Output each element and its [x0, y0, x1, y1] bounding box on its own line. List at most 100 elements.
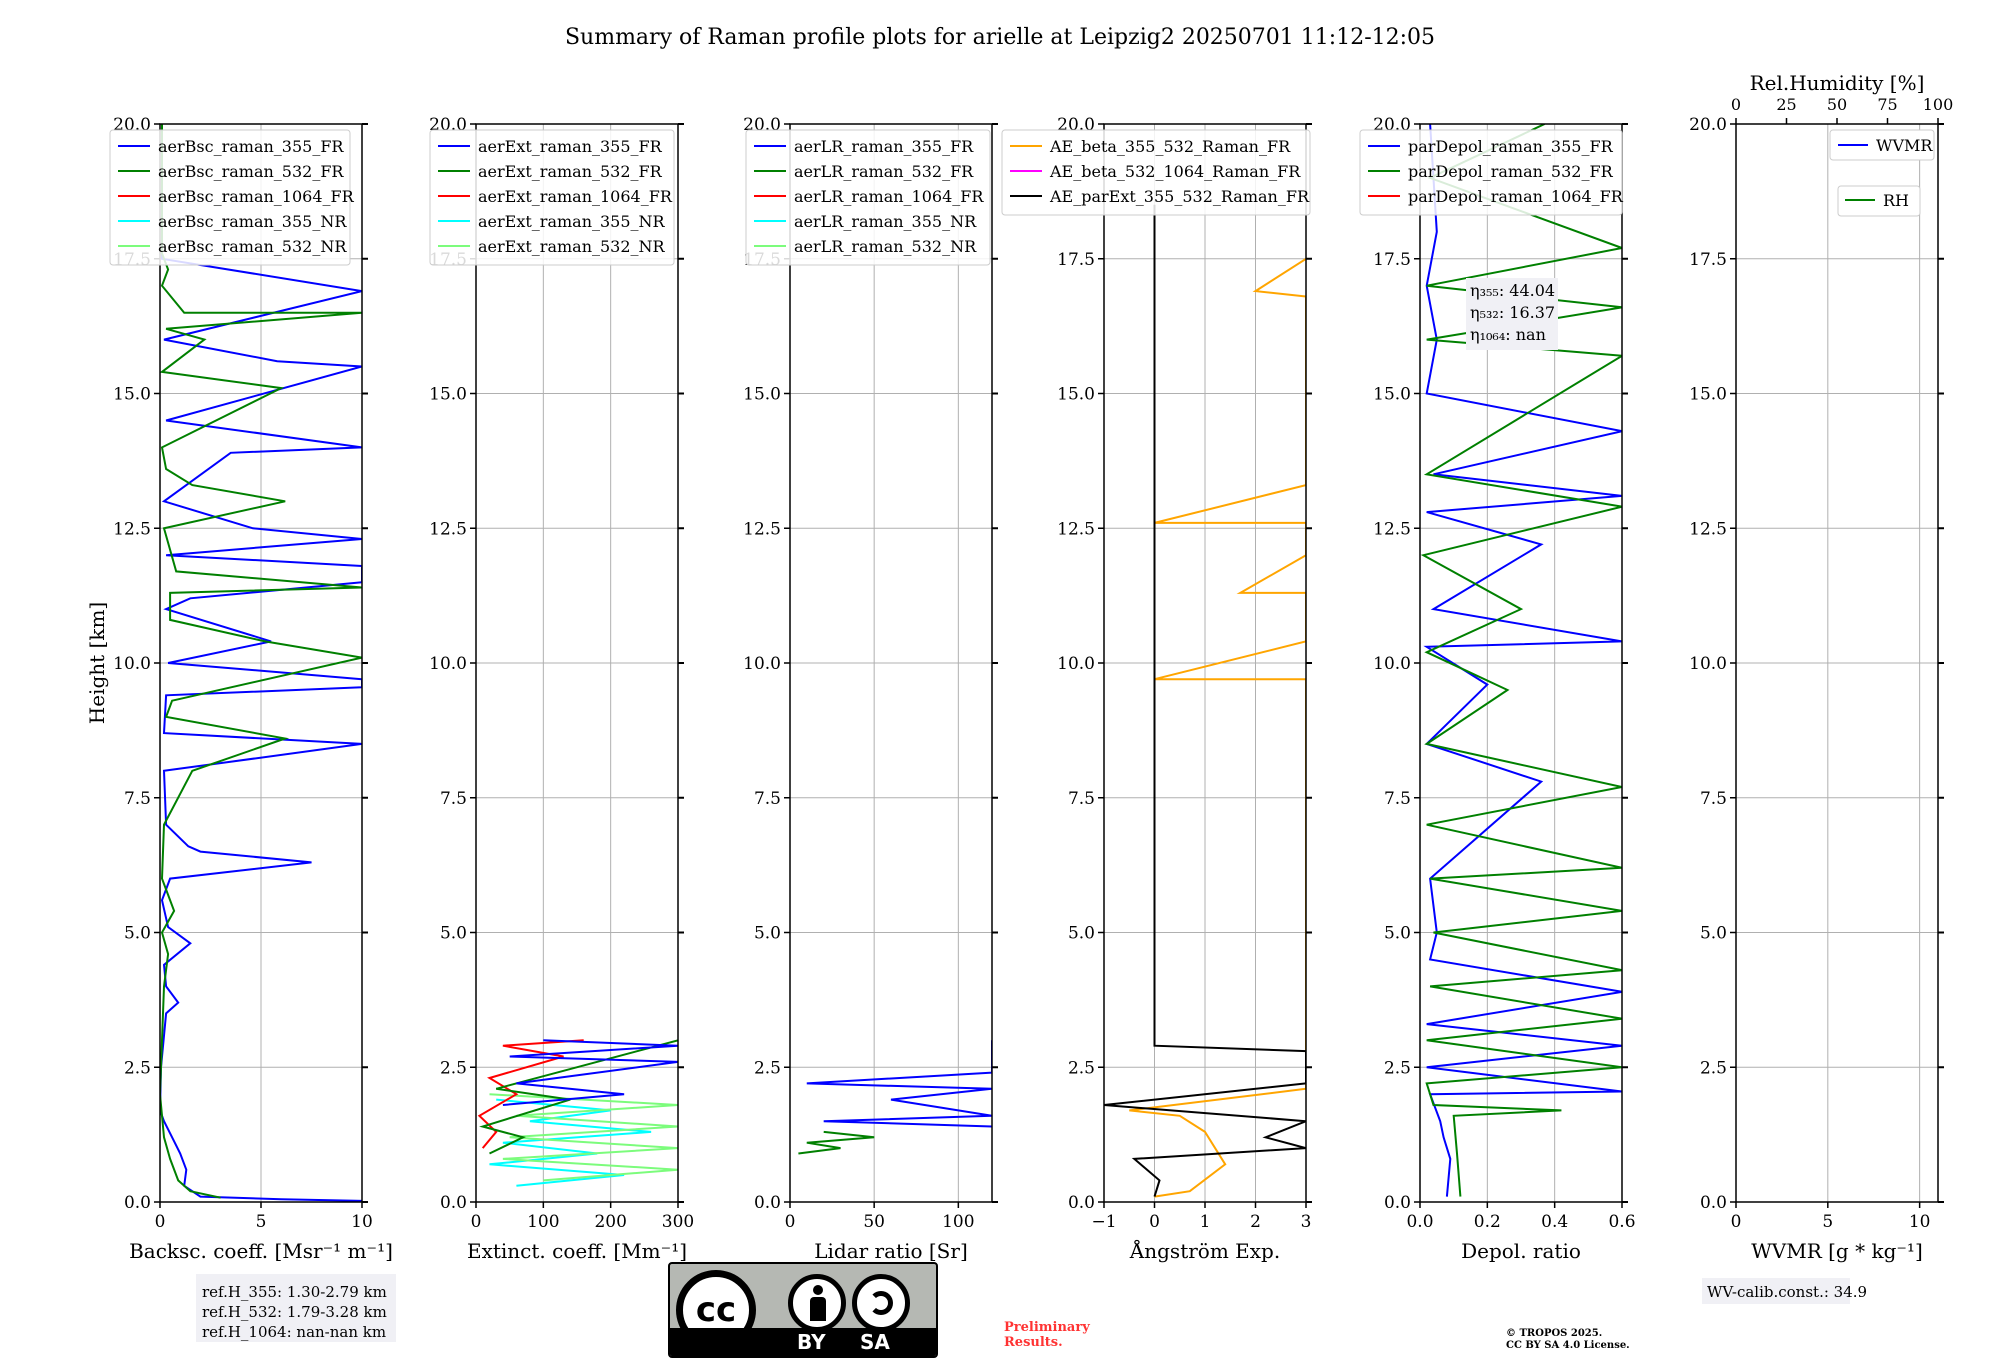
ytick-label: 0.0 [754, 1193, 781, 1213]
x-axis-label: Ångström Exp. [1129, 1238, 1280, 1263]
legend: WVMR RH [1829, 129, 1935, 217]
y-axis-label: Height [km] [85, 602, 109, 724]
legend-entry: aerBsc_raman_532_NR [158, 237, 347, 256]
ytick-label: 7.5 [440, 789, 467, 809]
ytick-label: 5.0 [754, 924, 781, 944]
series-aerExt_raman_355_NR [489, 1098, 652, 1187]
xtick-label: 0.4 [1541, 1212, 1568, 1232]
ytick-label: 10.0 [1057, 654, 1095, 674]
ytick-label: 17.5 [1689, 250, 1727, 270]
top-xtick-label: 25 [1776, 95, 1796, 114]
panel-wv: 0.02.55.07.510.012.515.017.520.00 5 10WVMR… [1689, 71, 1953, 1263]
ytick-label: 12.5 [113, 519, 151, 539]
legend-entry: aerExt_raman_532_FR [478, 162, 663, 181]
wv-calib-box [1702, 1278, 1850, 1304]
ytick-label: 12.5 [1057, 519, 1095, 539]
ref-height-532: ref.H_532: 1.79-3.28 km [202, 1303, 387, 1321]
preliminary-label: Preliminary [1004, 1320, 1090, 1335]
cc-license-badge: cc BY SA [668, 1262, 938, 1358]
xtick-label: 200 [594, 1212, 626, 1232]
ytick-label: 0.0 [1700, 1193, 1727, 1213]
xtick-label: 10 [351, 1212, 373, 1232]
preliminary-label-2: Results. [1004, 1335, 1063, 1350]
ytick-label: 15.0 [113, 385, 151, 405]
ytick-label: 2.5 [1068, 1058, 1095, 1078]
ytick-label: 12.5 [1373, 519, 1411, 539]
xtick-label: 0.6 [1608, 1212, 1635, 1232]
ytick-label: 17.5 [1057, 250, 1095, 270]
ytick-label: 2.5 [1700, 1058, 1727, 1078]
ytick-label: 7.5 [1384, 789, 1411, 809]
legend-box [745, 129, 991, 266]
xtick-label: 1 [1200, 1212, 1211, 1232]
ref-height-355: ref.H_355: 1.30-2.79 km [202, 1283, 387, 1301]
top-xtick-label: 50 [1827, 95, 1847, 114]
legend: AE_beta_355_532_Raman_FR AE_beta_532_1064… [1001, 129, 1311, 216]
legend-entry: aerLR_raman_532_FR [794, 162, 974, 181]
ytick-label: 12.5 [1689, 519, 1727, 539]
legend-entry: aerBsc_raman_1064_FR [158, 187, 355, 206]
xtick-label: 3 [1301, 1212, 1312, 1232]
ytick-label: 5.0 [1068, 924, 1095, 944]
ytick-label: 12.5 [743, 519, 781, 539]
series-group [1104, 204, 1306, 1198]
annotation-line: η₃₅₅: 44.04 [1470, 281, 1555, 300]
series-group [477, 1039, 678, 1187]
ytick-label: 0.0 [1068, 1193, 1095, 1213]
eta-annotation: η₃₅₅: 44.04 η₅₃₂: 16.37 η₁₀₆₄: nan [1466, 278, 1558, 350]
annotation-line: η₅₃₂: 16.37 [1470, 303, 1555, 322]
annotation-line: η₁₀₆₄: nan [1470, 325, 1546, 344]
axes-frame [1103, 123, 1307, 1203]
xtick-label: 0.0 [1406, 1212, 1433, 1232]
chart-title: Summary of Raman profile plots for ariel… [565, 25, 1435, 50]
legend-entry: AE_beta_355_532_Raman_FR [1049, 137, 1291, 156]
axes-frame [475, 123, 679, 1203]
xtick-label: 10 [1909, 1212, 1931, 1232]
ytick-label: 15.0 [1373, 385, 1411, 405]
ytick-label: 7.5 [124, 789, 151, 809]
top-axis-label: Rel.Humidity [%] [1750, 71, 1925, 95]
license-sa-label: SA [860, 1330, 890, 1354]
ref-height-box [196, 1274, 396, 1342]
legend-entry: aerLR_raman_532_NR [794, 237, 977, 256]
ytick-label: 2.5 [124, 1058, 151, 1078]
ytick-label: 15.0 [1057, 385, 1095, 405]
xtick-label: −1 [1091, 1212, 1116, 1232]
panel-ae: 0.02.55.07.510.012.515.017.520.0−1 0 1 2 3Ån… [1001, 115, 1312, 1263]
legend-box [1001, 129, 1311, 216]
ytick-label: 10.0 [1689, 654, 1727, 674]
xtick-label: 2 [1250, 1212, 1261, 1232]
legend-entry: aerExt_raman_355_NR [478, 212, 666, 231]
legend: aerExt_raman_355_FR aerExt_raman_532_FRae… [429, 129, 675, 266]
legend-entry: aerExt_raman_1064_FR [478, 187, 673, 206]
legend-entry: aerLR_raman_1064_FR [794, 187, 984, 206]
ytick-label: 10.0 [113, 654, 151, 674]
share-alike-icon [852, 1274, 910, 1332]
series-aerExt_raman_532_NR [489, 1093, 678, 1182]
xtick-label: 0 [785, 1212, 796, 1232]
xtick-label: 0 [1731, 1212, 1742, 1232]
ytick-label: 12.5 [429, 519, 467, 539]
xtick-label: 0 [1149, 1212, 1160, 1232]
ytick-label: 10.0 [429, 654, 467, 674]
ytick-label: 5.0 [440, 924, 467, 944]
top-xtick-label: 75 [1877, 95, 1897, 114]
panel-ext: 0.02.55.07.510.012.515.017.520.001002003… [429, 115, 694, 1263]
legend-entry: aerBsc_raman_355_FR [158, 137, 344, 156]
ref-height-1064: ref.H_1064: nan-nan km [202, 1323, 386, 1341]
ytick-label: 0.0 [440, 1193, 467, 1213]
axes-frame [1419, 123, 1623, 1203]
panel-lr: 0.02.55.07.510.012.515.017.520.0050100Li… [743, 115, 998, 1263]
series-group [1420, 124, 1622, 1197]
wv-calib-const: WV-calib.const.: 34.9 [1707, 1283, 1867, 1301]
x-axis-label: WVMR [g * kg⁻¹] [1751, 1239, 1923, 1263]
legend: parDepol_raman_355_FR parDepol_raman_532_… [1359, 129, 1624, 216]
ytick-label: 7.5 [754, 789, 781, 809]
series-group [798, 1040, 992, 1155]
legend-entry: aerBsc_raman_532_FR [158, 162, 344, 181]
ytick-label: 10.0 [1373, 654, 1411, 674]
license-by-label: BY [797, 1330, 826, 1354]
x-axis-label: Depol. ratio [1461, 1239, 1581, 1263]
legend-box [1837, 185, 1921, 217]
license-text: CC BY SA 4.0 License. [1506, 1340, 1630, 1351]
